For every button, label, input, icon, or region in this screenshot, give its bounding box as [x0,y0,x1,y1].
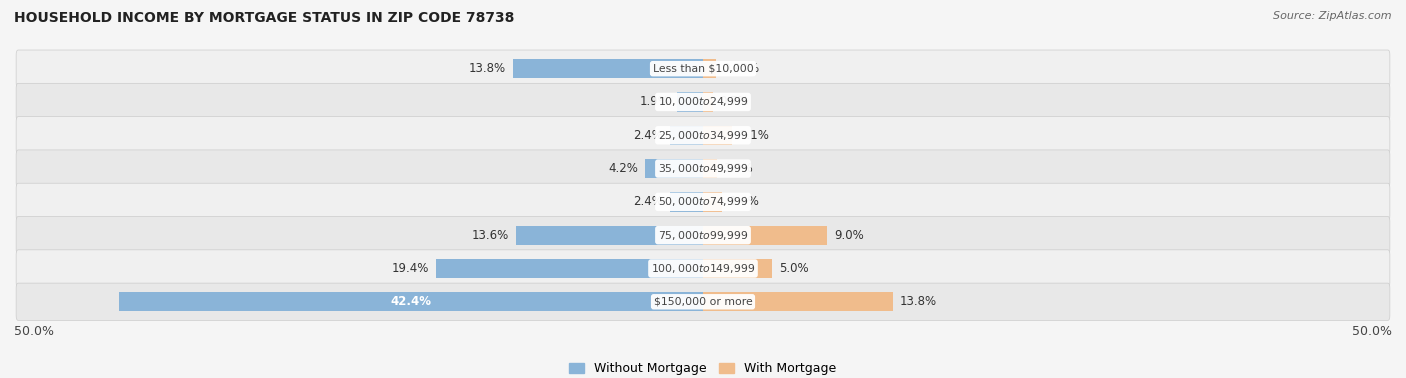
Text: $35,000 to $49,999: $35,000 to $49,999 [658,162,748,175]
Text: 5.0%: 5.0% [779,262,808,275]
Bar [669,125,703,145]
FancyBboxPatch shape [15,250,1391,287]
Bar [703,192,723,212]
Text: Source: ZipAtlas.com: Source: ZipAtlas.com [1274,11,1392,21]
FancyBboxPatch shape [15,83,1391,121]
FancyBboxPatch shape [15,217,1391,254]
Text: 0.7%: 0.7% [720,96,749,108]
Bar [645,159,703,178]
Bar [513,59,703,78]
Text: 42.4%: 42.4% [391,295,432,308]
Text: 1.4%: 1.4% [730,195,759,208]
Legend: Without Mortgage, With Mortgage: Without Mortgage, With Mortgage [564,357,842,378]
Text: 1.9%: 1.9% [640,96,669,108]
Text: $25,000 to $34,999: $25,000 to $34,999 [658,129,748,142]
Bar [676,92,703,112]
FancyBboxPatch shape [15,150,1391,187]
Text: Less than $10,000: Less than $10,000 [652,64,754,74]
Bar [436,259,703,278]
Bar [703,226,827,245]
Text: $100,000 to $149,999: $100,000 to $149,999 [651,262,755,275]
Bar [516,226,703,245]
Text: $10,000 to $24,999: $10,000 to $24,999 [658,96,748,108]
Text: 2.4%: 2.4% [633,129,664,142]
Bar [669,192,703,212]
Bar [703,259,772,278]
FancyBboxPatch shape [15,283,1391,321]
Text: 2.1%: 2.1% [738,129,769,142]
Text: $150,000 or more: $150,000 or more [654,297,752,307]
Text: 50.0%: 50.0% [1353,325,1392,338]
Text: 9.0%: 9.0% [834,229,863,242]
Bar [703,59,716,78]
Text: 1.0%: 1.0% [724,162,754,175]
Bar [703,159,717,178]
Text: 19.4%: 19.4% [391,262,429,275]
Text: HOUSEHOLD INCOME BY MORTGAGE STATUS IN ZIP CODE 78738: HOUSEHOLD INCOME BY MORTGAGE STATUS IN Z… [14,11,515,25]
Text: 0.93%: 0.93% [723,62,759,75]
Text: 13.8%: 13.8% [468,62,506,75]
Text: $50,000 to $74,999: $50,000 to $74,999 [658,195,748,208]
Bar [703,92,713,112]
Text: 50.0%: 50.0% [14,325,53,338]
Bar [703,292,893,311]
Text: 4.2%: 4.2% [609,162,638,175]
Text: 13.6%: 13.6% [471,229,509,242]
Bar [703,125,733,145]
FancyBboxPatch shape [15,117,1391,154]
Text: $75,000 to $99,999: $75,000 to $99,999 [658,229,748,242]
Text: 13.8%: 13.8% [900,295,938,308]
Bar [118,292,703,311]
Text: 2.4%: 2.4% [633,195,664,208]
FancyBboxPatch shape [15,50,1391,87]
FancyBboxPatch shape [15,183,1391,220]
